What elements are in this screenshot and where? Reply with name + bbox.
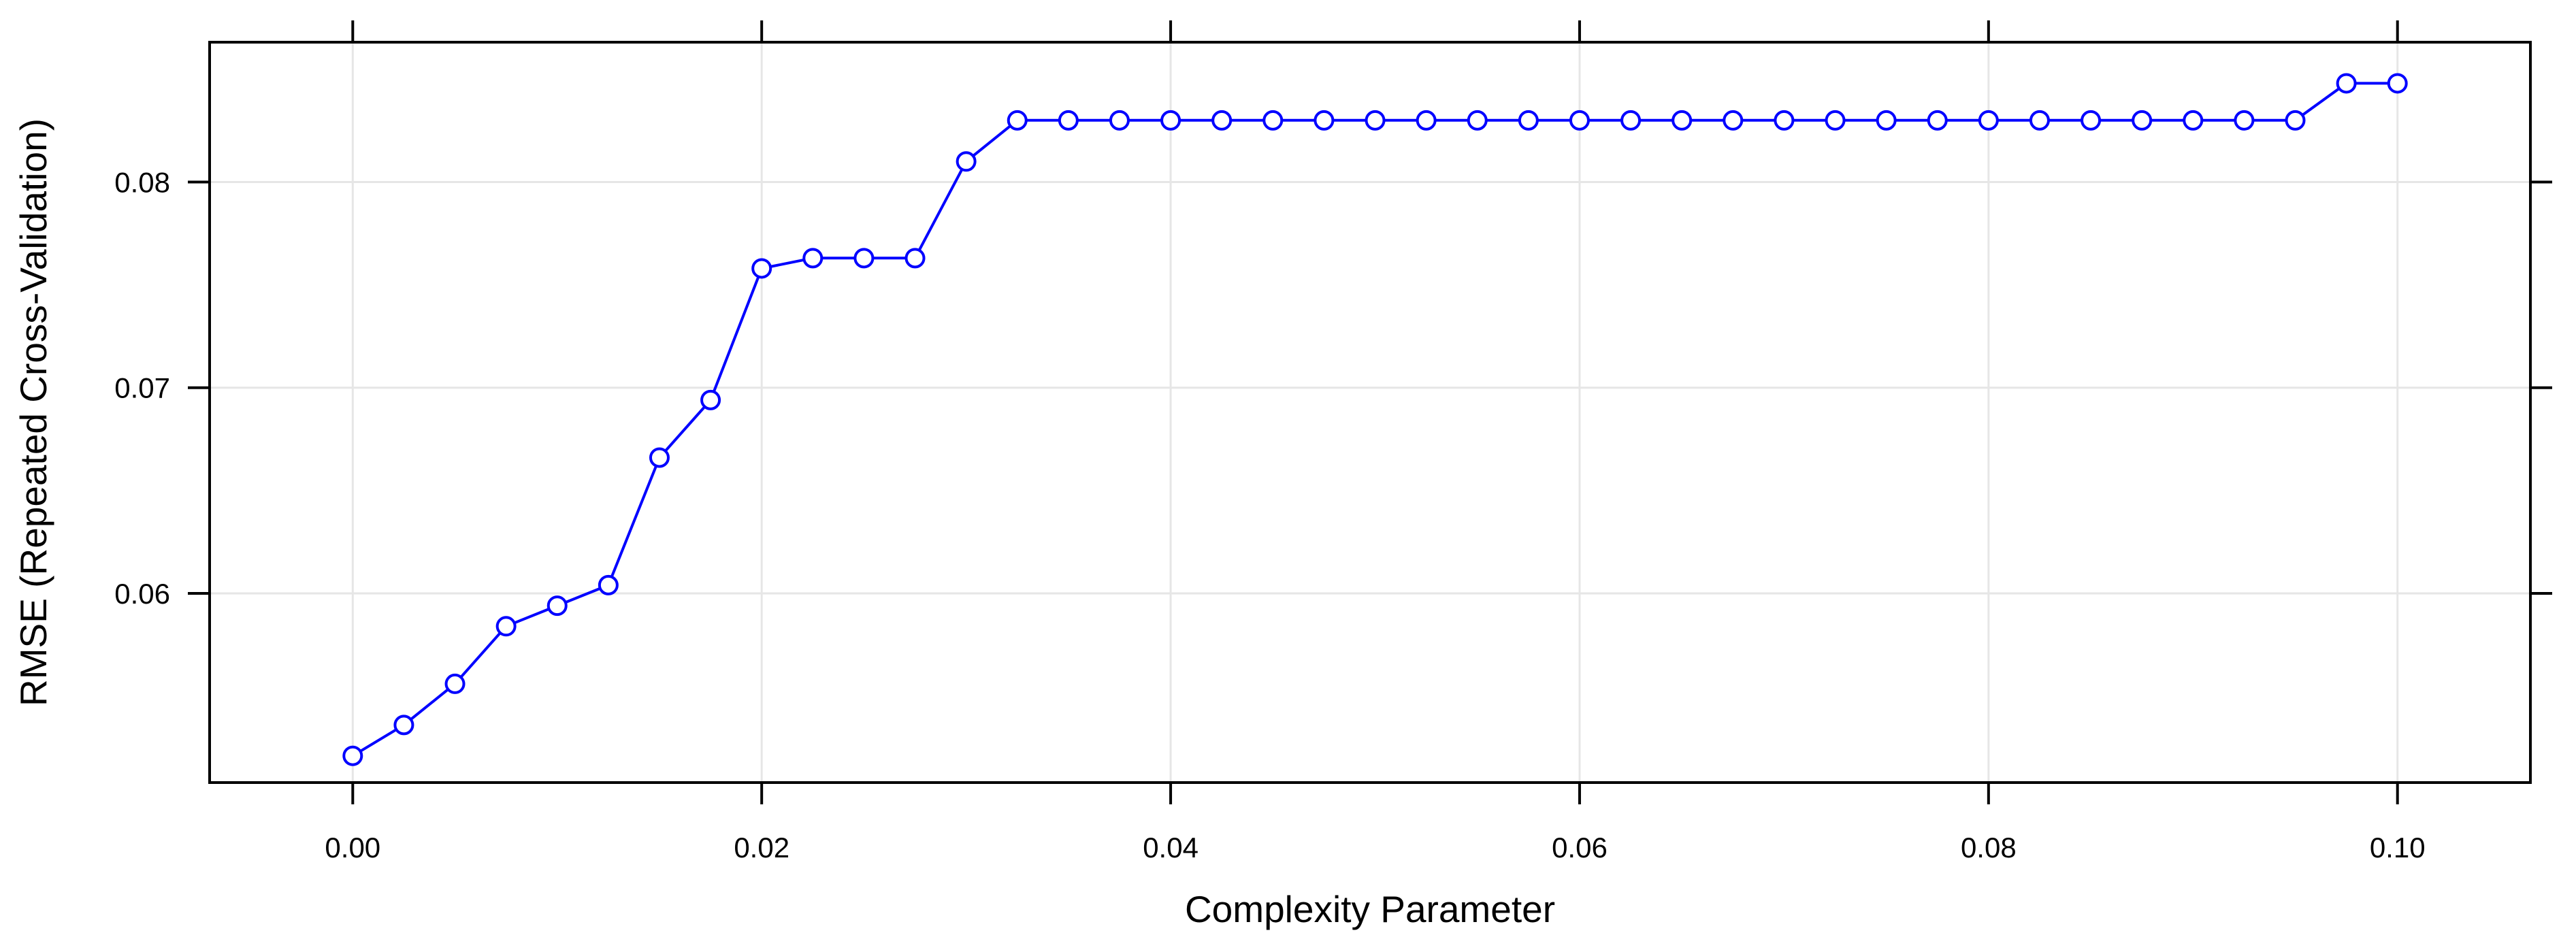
data-point bbox=[2132, 110, 2153, 131]
data-point bbox=[1978, 110, 1999, 131]
data-point bbox=[2081, 110, 2102, 131]
data-point bbox=[2387, 73, 2408, 94]
data-point bbox=[598, 574, 619, 595]
x-tick-label: 0.02 bbox=[734, 832, 789, 864]
x-tick-label: 0.10 bbox=[2370, 832, 2426, 864]
y-tick-label: 0.07 bbox=[114, 372, 170, 404]
data-point bbox=[956, 151, 977, 172]
data-point bbox=[1416, 110, 1437, 131]
data-point bbox=[1569, 110, 1590, 131]
y-axis-title: RMSE (Repeated Cross-Validation) bbox=[12, 118, 54, 706]
data-point bbox=[1774, 110, 1795, 131]
data-point bbox=[1211, 110, 1233, 131]
plot-frame bbox=[208, 41, 2532, 784]
data-point bbox=[649, 447, 670, 468]
series-layer bbox=[342, 73, 2408, 766]
data-point bbox=[444, 673, 466, 694]
tick-labels: 0.00 0.02 0.04 0.06 0.08 0.10 0.06 0.07 0.08 bbox=[114, 167, 2425, 864]
data-point bbox=[1262, 110, 1284, 131]
y-tick-label: 0.08 bbox=[114, 167, 170, 199]
data-point bbox=[2234, 110, 2255, 131]
data-point bbox=[342, 745, 363, 766]
data-point bbox=[1160, 110, 1181, 131]
data-point bbox=[2183, 110, 2204, 131]
y-tick-label: 0.06 bbox=[114, 578, 170, 610]
data-point bbox=[1365, 110, 1386, 131]
data-point bbox=[904, 248, 926, 269]
data-point bbox=[802, 248, 824, 269]
data-point bbox=[700, 389, 721, 410]
data-point bbox=[751, 258, 772, 279]
x-tick-label: 0.06 bbox=[1552, 832, 1608, 864]
data-point bbox=[495, 616, 517, 637]
data-point bbox=[1672, 110, 1693, 131]
x-tick-label: 0.04 bbox=[1143, 832, 1199, 864]
data-point bbox=[1876, 110, 1897, 131]
data-point bbox=[2285, 110, 2306, 131]
data-point bbox=[853, 248, 875, 269]
data-point bbox=[2029, 110, 2050, 131]
data-point bbox=[547, 595, 568, 617]
data-point bbox=[1927, 110, 1948, 131]
data-point bbox=[1518, 110, 1539, 131]
data-point bbox=[1467, 110, 1488, 131]
data-point bbox=[1058, 110, 1079, 131]
grid-lines bbox=[210, 42, 2530, 783]
x-tick-label: 0.00 bbox=[325, 832, 380, 864]
data-point bbox=[1109, 110, 1130, 131]
data-point bbox=[1620, 110, 1642, 131]
axis-ticks bbox=[188, 20, 2552, 804]
data-point bbox=[1825, 110, 1846, 131]
data-point bbox=[1007, 110, 1028, 131]
data-point bbox=[1314, 110, 1335, 131]
x-tick-label: 0.08 bbox=[1961, 832, 2017, 864]
data-point bbox=[393, 715, 414, 736]
x-axis-title: Complexity Parameter bbox=[1185, 888, 1555, 930]
data-point bbox=[2336, 73, 2357, 94]
data-point bbox=[1723, 110, 1744, 131]
